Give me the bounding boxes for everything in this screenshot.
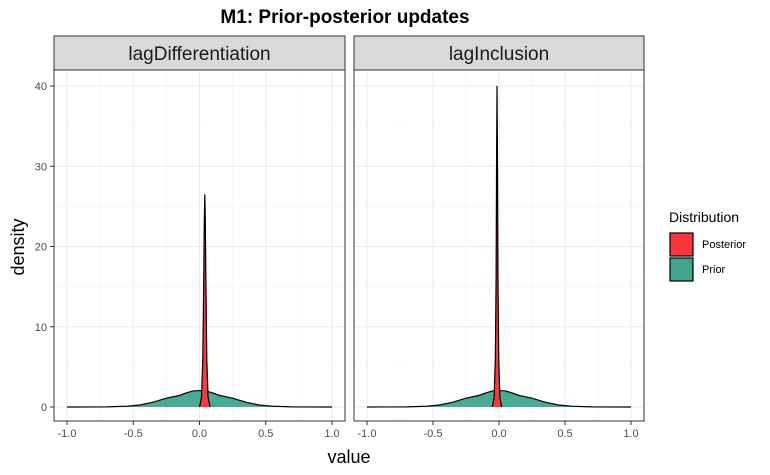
legend-title: Distribution <box>669 209 739 225</box>
y-axis-title: density <box>8 218 28 275</box>
chart-title: M1: Prior-posterior updates <box>220 7 469 28</box>
x-tick-label: 1.0 <box>324 428 339 440</box>
x-tick-label: -1.0 <box>58 428 77 440</box>
y-tick-label: 30 <box>35 161 47 173</box>
x-tick-label: -0.5 <box>424 428 443 440</box>
facet-strip-label: lagInclusion <box>449 44 549 65</box>
y-tick-label: 10 <box>35 322 47 334</box>
posterior-density-line <box>198 194 211 408</box>
facet-panel-2: lagInclusion -1.0 -0.5 0.0 0.5 1.0 <box>353 35 645 440</box>
x-tick-label: 0.5 <box>258 428 273 440</box>
y-tick-label: 20 <box>35 242 47 254</box>
posterior-density-line <box>491 85 503 408</box>
x-axis-title: value <box>327 447 370 467</box>
posterior-density-area <box>492 86 502 407</box>
facet-panel-1: lagDifferentiation -1.0 -0.5 0.0 0.5 1.0 0 10 20… <box>35 35 346 440</box>
x-tick-label: 0.5 <box>557 428 572 440</box>
facet-strip <box>53 35 346 71</box>
prior-density-line <box>66 389 333 408</box>
y-tick-label: 40 <box>35 81 47 93</box>
legend-key-prior <box>669 257 694 282</box>
x-tick-label: 0.0 <box>491 428 506 440</box>
x-tick-label: 1.0 <box>623 428 638 440</box>
y-tick-label: 0 <box>41 402 47 414</box>
x-tick-label: 0.0 <box>192 428 207 440</box>
prior-density-area <box>67 390 332 407</box>
legend-entries: Posterior Prior <box>669 232 746 282</box>
panels: lagDifferentiation -1.0 -0.5 0.0 0.5 1.0 0 10 20… <box>35 35 645 440</box>
facet-strip-label: lagDifferentiation <box>128 44 270 65</box>
posterior-density-area <box>199 194 211 407</box>
x-tick-label: -1.0 <box>358 428 377 440</box>
legend: Distribution Posterior Prior <box>669 209 746 282</box>
legend-label-prior: Prior <box>702 264 726 276</box>
legend-label-posterior: Posterior <box>702 239 746 251</box>
legend-key-posterior <box>669 232 694 257</box>
facet-strip <box>353 35 645 71</box>
x-tick-label: -0.5 <box>124 428 143 440</box>
